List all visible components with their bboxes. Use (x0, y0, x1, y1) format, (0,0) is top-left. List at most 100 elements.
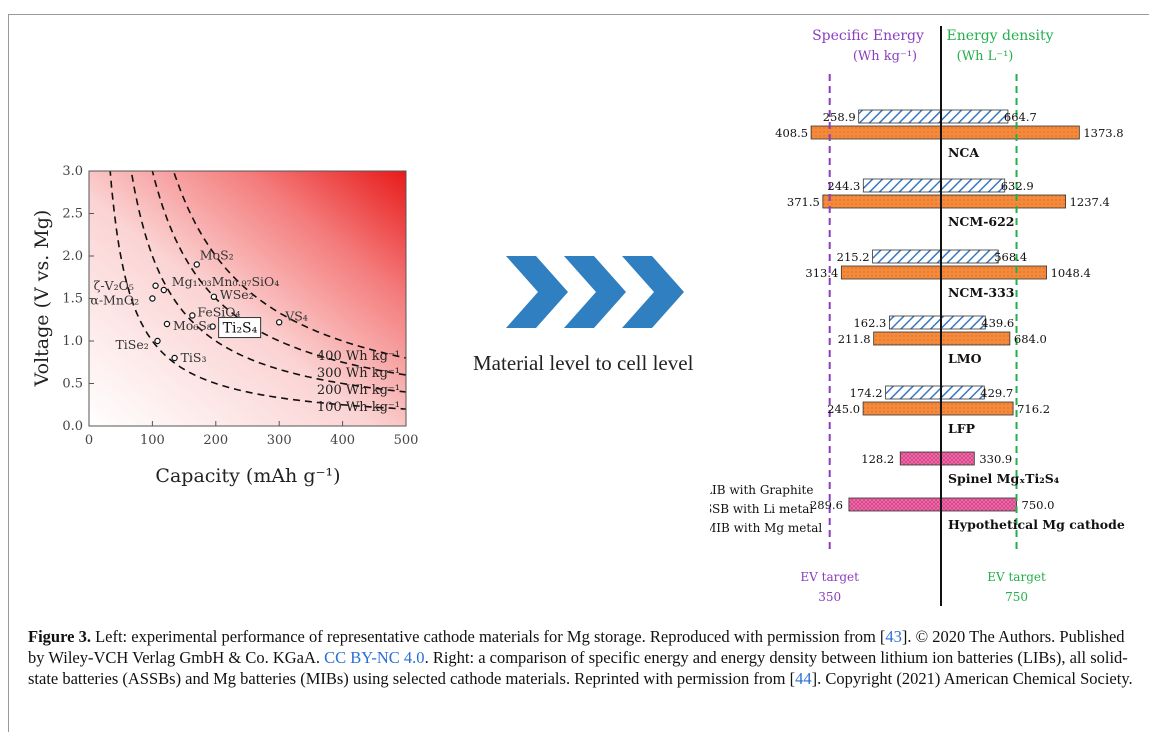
y-tick-label: 2.5 (62, 207, 83, 222)
header-energy-density-unit: (Wh L⁻¹) (957, 49, 1014, 64)
energy-curve (172, 171, 406, 359)
arrow-label: Material level to cell level (473, 351, 694, 375)
material-point (154, 337, 161, 345)
x-tick-label: 400 (330, 433, 355, 448)
x-tick-label: 100 (140, 433, 165, 448)
energy-curve (109, 171, 406, 410)
lib-specific-energy-value: 215.2 (837, 250, 870, 264)
mib-specific-energy-bar (899, 451, 942, 466)
ssb-energy-density-value: 1237.4 (1070, 195, 1110, 209)
mib-energy-density-bar (940, 497, 1017, 512)
lib-energy-density-bar (940, 178, 1006, 193)
lib-energy-density-value: 439.6 (981, 316, 1014, 330)
ssb-energy-density-bar (940, 265, 1047, 280)
material-point (189, 312, 196, 319)
material-point (149, 295, 156, 302)
material-point (210, 293, 218, 300)
lib-specific-energy-bar (885, 385, 942, 400)
material-label: FeSiO₄ (197, 305, 240, 320)
ev-target-left-value: 350 (818, 590, 841, 604)
ssb-energy-density-value: 684.0 (1014, 332, 1047, 346)
material-label: TiSe₂ (115, 337, 148, 352)
material-label: MoS₂ (200, 248, 234, 263)
ev-target-right-label: EV target (987, 570, 1046, 584)
figure-number: Figure 3. (28, 627, 91, 646)
header-specific-energy-unit: (Wh kg⁻¹) (853, 49, 917, 64)
lib-energy-density-value: 632.9 (1001, 179, 1034, 193)
material-label: Mo₆S₈ (173, 318, 212, 333)
category-label: NCA (948, 145, 979, 160)
ssb-specific-energy-bar (873, 331, 942, 346)
y-axis-label: Voltage (V vs. Mg) (31, 210, 53, 388)
lib-specific-energy-bar (858, 109, 942, 124)
lib-energy-density-bar (940, 249, 999, 264)
lib-specific-energy-value: 244.3 (827, 179, 860, 193)
figure-frame (8, 14, 1149, 732)
category-label: LFP (948, 421, 976, 436)
ssb-specific-energy-value: 245.0 (827, 402, 860, 416)
highlight-box (218, 317, 262, 339)
y-tick-label: 0.5 (62, 377, 83, 392)
left-chart: 100 Wh kg⁻¹ 200 Wh kg⁻¹ 300 Wh kg⁻¹ 400 Wh … (31, 164, 419, 487)
mib-specific-energy-bar (848, 497, 942, 512)
ssb-energy-density-bar (940, 401, 1014, 416)
lib-energy-density-value: 568.4 (994, 250, 1027, 264)
category-label: NCM-622 (948, 214, 1015, 229)
x-tick-label: 500 (394, 433, 419, 448)
x-tick-label: 200 (203, 433, 228, 448)
energy-curve-label: 200 Wh kg⁻¹ (317, 383, 400, 398)
material-label: Ti₂S₄ (223, 321, 258, 337)
mib-energy-density-value: 330.9 (979, 452, 1012, 466)
material-point (171, 354, 178, 362)
y-tick-label: 0.0 (62, 419, 83, 434)
caption-text: ]. © 2020 The Authors. Published by Wile… (28, 627, 1125, 667)
ssb-specific-energy-value: 313.4 (805, 266, 838, 280)
material-label: WSe₂ (220, 287, 254, 302)
mib-specific-energy-value: 128.2 (861, 452, 894, 466)
ssb-energy-density-value: 1048.4 (1051, 266, 1091, 280)
legend-label-ssb: SSB with Li metal (710, 502, 813, 516)
y-tick-label: 1.0 (62, 334, 83, 349)
mib-energy-density-value: 750.0 (1022, 498, 1055, 512)
lib-specific-energy-bar (862, 178, 942, 193)
energy-curve-label: 300 Wh kg⁻¹ (317, 366, 400, 381)
caption-text: ]. Copyright (2021) American Chemical So… (811, 669, 1133, 688)
mib-specific-energy-value: 289.6 (810, 498, 843, 512)
lib-energy-density-bar (940, 385, 985, 400)
material-label: Mg₁.₀₃Mn₀.₉₇SiO₄ (172, 274, 279, 289)
ssb-energy-density-value: 1373.8 (1083, 126, 1123, 140)
y-tick-label: 3.0 (62, 164, 83, 179)
chevron-arrows-icon (506, 256, 684, 328)
category-label: Hypothetical Mg cathode (948, 517, 1125, 532)
right-chart: Specific Energy (Wh kg⁻¹) Energy density (W… (710, 26, 1125, 606)
lib-specific-energy-value: 162.3 (853, 316, 886, 330)
material-label: VS₄ (284, 308, 308, 323)
reference-link-43[interactable]: 43 (885, 627, 902, 646)
y-tick-label: 2.0 (62, 249, 83, 264)
reference-link-44[interactable]: 44 (795, 669, 812, 688)
lib-specific-energy-bar (888, 315, 942, 330)
x-tick-label: 0 (85, 433, 93, 448)
header-energy-density: Energy density (947, 28, 1054, 44)
lib-energy-density-bar (940, 315, 986, 330)
ssb-specific-energy-value: 371.5 (787, 195, 820, 209)
ssb-energy-density-bar (940, 194, 1067, 209)
material-label: α-MnO₂ (90, 293, 139, 308)
material-point (160, 286, 168, 294)
material-label: TiS₃ (181, 350, 207, 365)
material-label: ζ-V₂O₅ (94, 278, 134, 293)
mib-energy-density-bar (940, 451, 975, 466)
caption-text: Left: experimental performance of repres… (90, 627, 886, 646)
header-specific-energy: Specific Energy (812, 28, 924, 44)
ssb-specific-energy-bar (822, 194, 942, 209)
lib-specific-energy-bar (872, 249, 942, 264)
ssb-energy-density-bar (940, 125, 1080, 140)
license-link[interactable]: CC BY-NC 4.0 (324, 648, 425, 667)
figure-caption: Figure 3. Left: experimental performance… (28, 626, 1138, 689)
lib-specific-energy-value: 174.2 (850, 386, 883, 400)
material-point (276, 319, 283, 326)
ssb-specific-energy-bar (862, 401, 942, 416)
ssb-specific-energy-value: 408.5 (775, 126, 808, 140)
plot-area (89, 171, 406, 426)
material-point (152, 282, 159, 289)
